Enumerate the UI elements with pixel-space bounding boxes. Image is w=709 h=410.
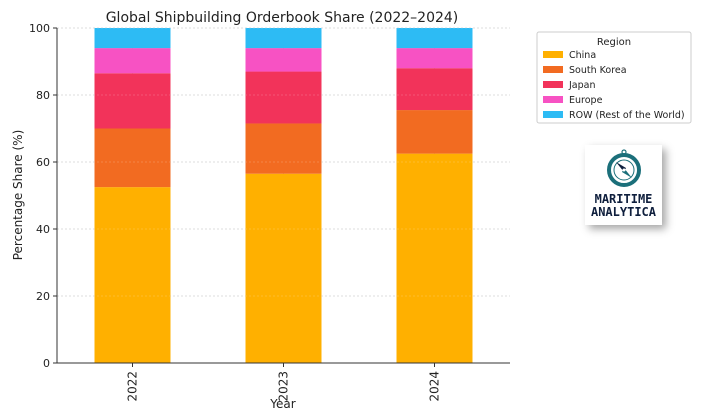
- logo-line-2: ANALYTICA: [590, 205, 657, 219]
- y-tick-label: 0: [43, 357, 50, 370]
- y-tick-label: 40: [36, 223, 50, 236]
- bar-segment: [94, 28, 171, 49]
- bar-segment: [396, 110, 473, 154]
- legend-label: China: [569, 50, 596, 61]
- bar-segment: [245, 173, 322, 363]
- axes: 0 20 40 60 80 100 2022 2023 2024: [29, 22, 510, 402]
- x-axis-label: Year: [269, 397, 295, 410]
- bar-segment: [396, 48, 473, 69]
- bar-segment: [245, 123, 322, 174]
- bar-segment: [94, 48, 171, 74]
- legend-title: Region: [597, 37, 631, 48]
- bar-segment: [94, 187, 171, 363]
- x-tick-label: 2022: [126, 371, 140, 402]
- bar-segment: [396, 28, 473, 49]
- maritime-analytica-logo: MARITIME ANALYTICA: [585, 145, 662, 225]
- bar-segment: [245, 71, 322, 124]
- y-axis-label: Percentage Share (%): [11, 130, 25, 261]
- compass-icon: [604, 149, 644, 193]
- bar-segment: [245, 48, 322, 72]
- legend-label: Europe: [569, 95, 603, 106]
- bar-segment: [94, 128, 171, 188]
- y-tick-label: 20: [36, 290, 50, 303]
- legend-label: South Korea: [569, 65, 627, 76]
- legend-swatch: [543, 96, 563, 103]
- legend-label: Japan: [568, 80, 596, 91]
- bar-segment: [245, 28, 322, 49]
- legend-swatch: [543, 111, 563, 118]
- legend-swatch: [543, 66, 563, 73]
- legend-swatch: [543, 51, 563, 58]
- legend-swatch: [543, 81, 563, 88]
- legend: Region China South Korea Japan Europe ROW (R…: [536, 31, 692, 124]
- bars: [57, 27, 510, 364]
- legend-frame: [536, 31, 692, 124]
- bar-segment: [94, 73, 171, 129]
- y-tick-label: 60: [36, 156, 50, 169]
- legend-label: ROW (Rest of the World): [569, 110, 685, 121]
- y-tick-label: 80: [36, 89, 50, 102]
- chart-title: Global Shipbuilding Orderbook Share (202…: [106, 10, 459, 26]
- logo-line-1: MARITIME: [594, 192, 653, 206]
- y-tick-label: 100: [29, 22, 50, 35]
- bar-segment: [396, 68, 473, 111]
- x-tick-label: 2024: [428, 371, 442, 402]
- bar-segment: [396, 153, 473, 363]
- x-tick-label: 2023: [277, 371, 291, 402]
